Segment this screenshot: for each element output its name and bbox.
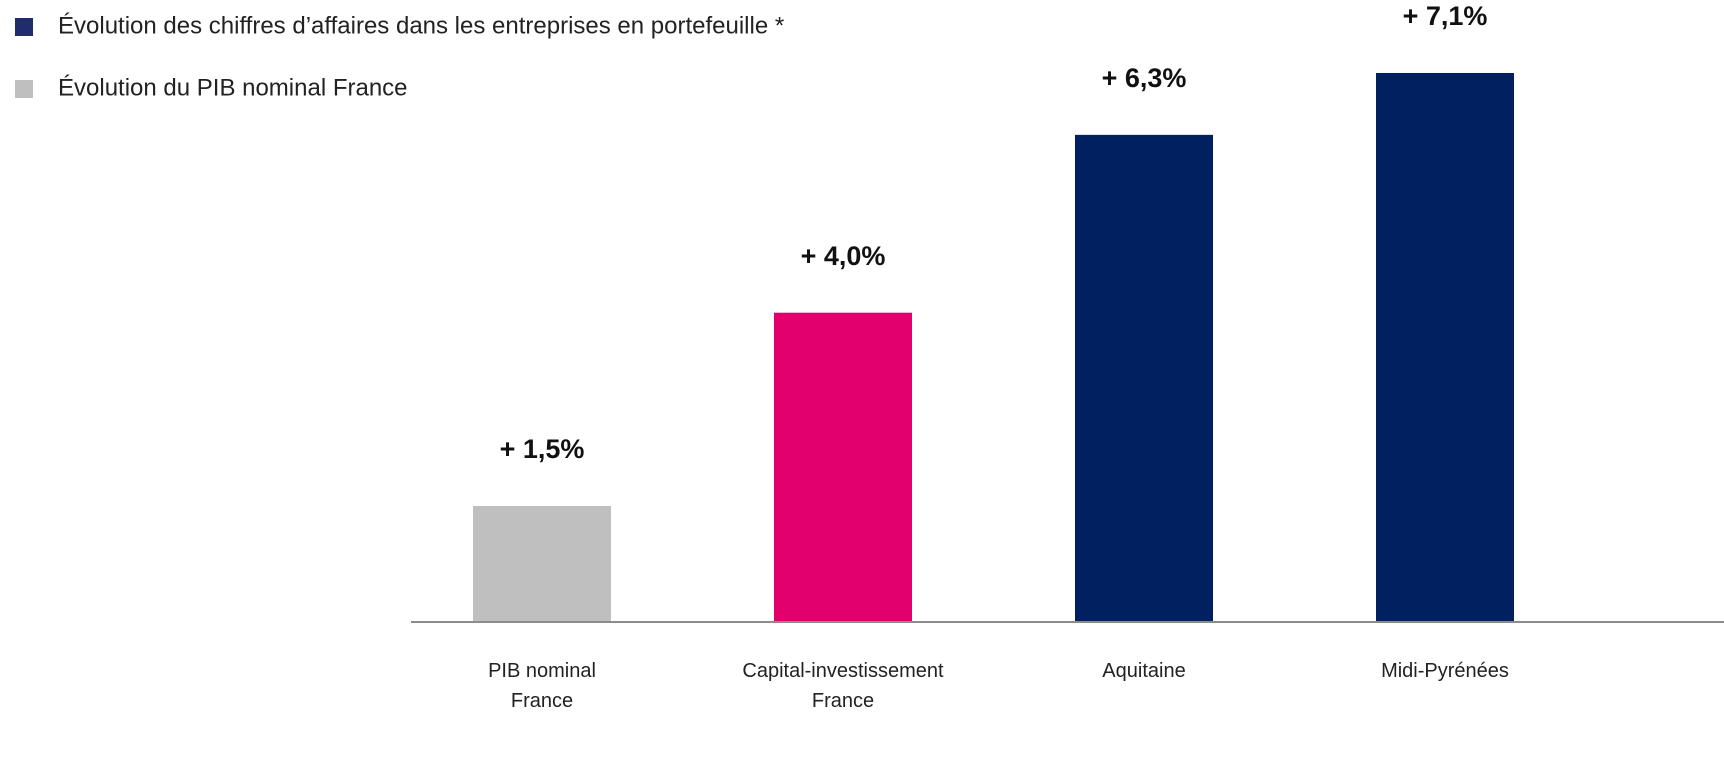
legend-swatch bbox=[15, 18, 33, 36]
value-label: + 4,0% bbox=[801, 241, 886, 271]
x-tick-label: Capital-investissement France bbox=[742, 660, 944, 712]
x-tick-label: Midi-Pyrénées bbox=[1381, 660, 1509, 682]
x-tick-label: Aquitaine bbox=[1102, 660, 1186, 682]
value-label: + 6,3% bbox=[1102, 63, 1187, 93]
bar bbox=[1075, 134, 1213, 622]
bar bbox=[473, 506, 611, 622]
legend-label: Évolution des chiffres d’affaires dans l… bbox=[58, 12, 784, 39]
bar bbox=[774, 312, 912, 622]
legend-swatch bbox=[15, 80, 33, 98]
bar bbox=[1376, 73, 1514, 622]
value-label: + 7,1% bbox=[1403, 1, 1488, 31]
x-tick-label: PIB nominal France bbox=[488, 660, 596, 712]
value-label: + 1,5% bbox=[500, 434, 585, 464]
legend-label: Évolution du PIB nominal France bbox=[58, 74, 408, 101]
